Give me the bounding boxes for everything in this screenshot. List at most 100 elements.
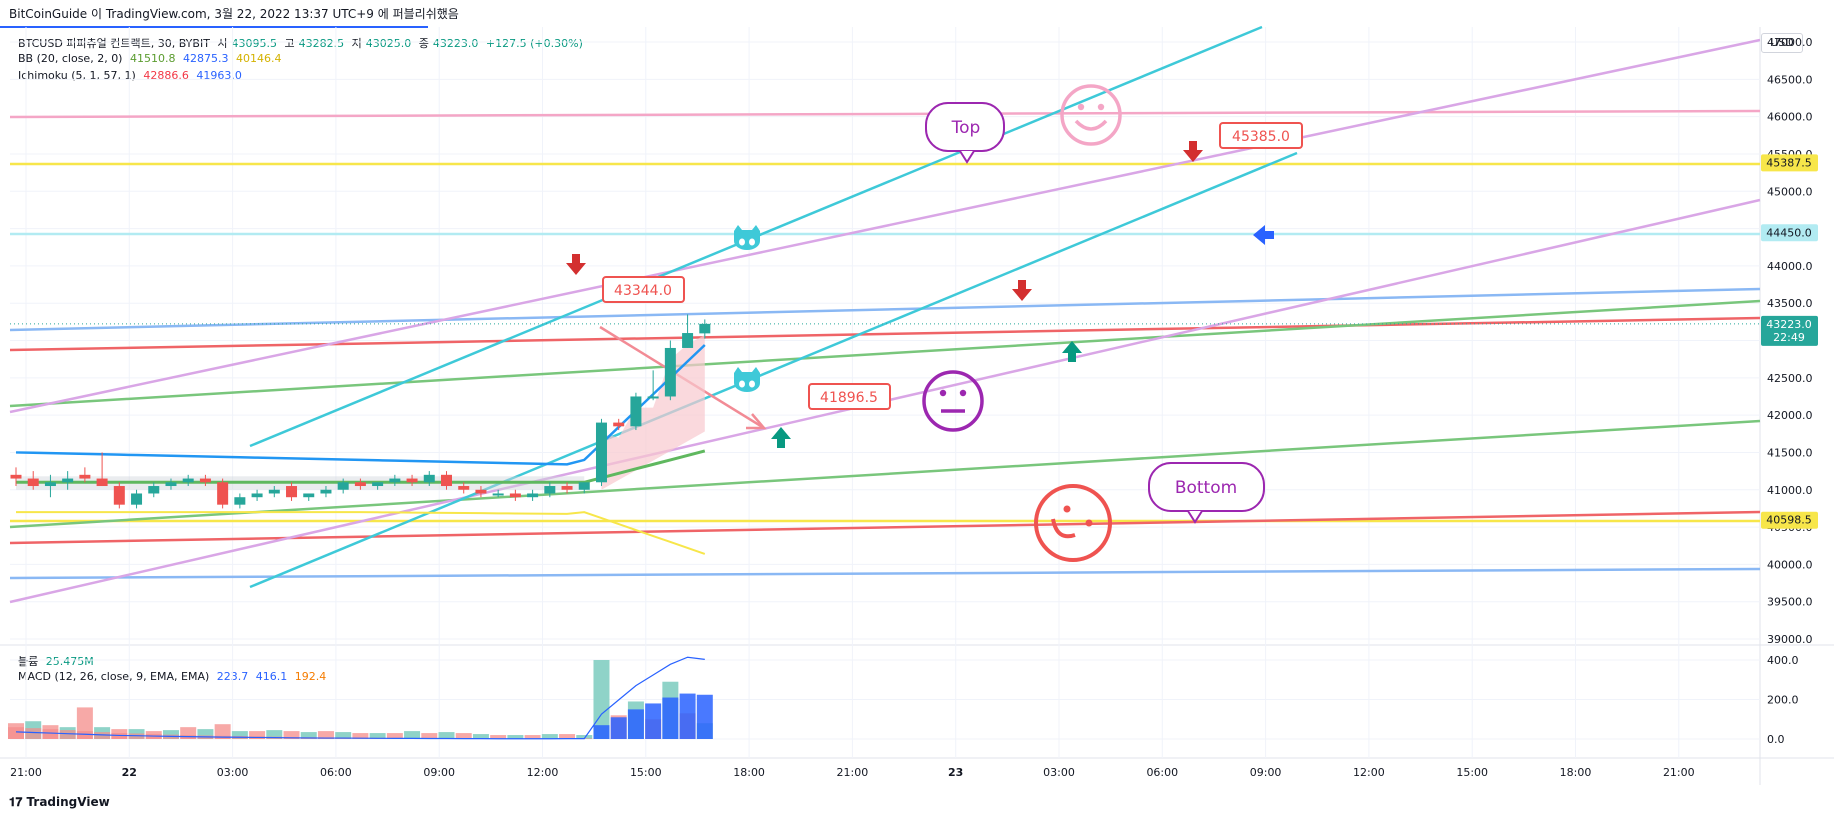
macd-line <box>15 656 705 740</box>
volume-bar <box>524 735 541 739</box>
down-arrow-icon[interactable] <box>566 254 586 275</box>
time-tick-label: 21:00 <box>1663 766 1695 779</box>
macd-hist-bar <box>662 697 679 739</box>
green-trend-line-lower[interactable] <box>9 419 1761 529</box>
volume-tick-label: 0.0 <box>1767 733 1785 746</box>
candlestick-series[interactable] <box>10 314 711 509</box>
tradingview-logo[interactable]: 𝟏𝟕 TradingView <box>9 795 110 810</box>
top-callout[interactable]: Top <box>925 102 1005 164</box>
bottom-callout-bubble <box>1148 462 1265 512</box>
up-arrow-icon[interactable] <box>1062 341 1082 362</box>
blue-trend-line-upper[interactable] <box>9 287 1761 332</box>
price-tag-label: 44450.0 <box>1766 226 1812 239</box>
legend-h-value: 43282.5 <box>298 37 345 50</box>
time-tick-label: 06:00 <box>320 766 352 779</box>
candle-body <box>509 493 521 498</box>
price-label-2-text: 41896.5 <box>820 390 878 406</box>
down-arrow-icon[interactable] <box>1183 141 1203 162</box>
macd-hist-bar <box>593 725 610 739</box>
volume-bar <box>472 734 489 739</box>
price-tag-box <box>1761 154 1818 172</box>
candle-body <box>372 482 384 487</box>
volume-bar <box>386 733 403 739</box>
volume-bar <box>421 733 438 739</box>
candle-body <box>682 333 694 348</box>
price-label-1[interactable]: 43344.0 <box>602 276 685 303</box>
price-tag-box <box>1761 315 1818 346</box>
volume-bar <box>490 735 507 739</box>
sad-face-icon[interactable] <box>1034 484 1112 562</box>
legend-ichimoku-b: 41963.0 <box>196 69 242 82</box>
red-trend-line-lower[interactable] <box>9 510 1761 545</box>
price-tick-label: 41000.0 <box>1767 484 1813 497</box>
tradingview-logo-icon: 𝟏𝟕 <box>9 795 23 809</box>
bb-upper-line <box>15 344 706 466</box>
chart-drawings[interactable] <box>9 25 1761 604</box>
time-tick-label: 12:00 <box>527 766 559 779</box>
left-arrow-icon[interactable] <box>1253 225 1274 245</box>
legend-bb-label[interactable]: BB (20, close, 2, 0) <box>18 52 123 65</box>
volume-bar <box>231 731 248 739</box>
happy-face-icon[interactable] <box>1060 84 1122 146</box>
cat-face-icon[interactable] <box>734 225 760 250</box>
top-callout-tail <box>959 150 975 164</box>
cyan-channel-lower[interactable] <box>249 151 1298 589</box>
time-axis[interactable]: 21:00 22 03:00 06:00 09:00 12:00 15:00 18:00 21:… <box>10 766 1695 779</box>
volume-bar <box>335 732 352 739</box>
candle-body <box>182 478 194 483</box>
price-axis[interactable]: 39000.039500.040000.040500.041000.041500… <box>1767 36 1813 746</box>
candle-body <box>113 486 125 505</box>
candle-body <box>303 493 315 498</box>
price-tick-label: 42000.0 <box>1767 409 1813 422</box>
price-label-2[interactable]: 41896.5 <box>808 383 891 410</box>
ichimoku-cloud-area <box>601 335 705 490</box>
candle-body <box>148 486 160 494</box>
legend-ichimoku-row[interactable]: Ichimoku (5, 1, 57, 1) 42886.6 41963.0 <box>18 69 246 82</box>
volume-bar <box>317 731 334 739</box>
currency-button[interactable]: USD <box>1761 33 1803 53</box>
legend-c-value: 43223.0 <box>432 37 479 50</box>
price-tick-label: 44000.0 <box>1767 260 1813 273</box>
legend-bb-row[interactable]: BB (20, close, 2, 0) 41510.8 42875.3 401… <box>18 52 285 65</box>
lavender-channel-upper[interactable] <box>9 38 1761 414</box>
candle-body <box>354 482 366 487</box>
volume-bar <box>180 727 197 739</box>
legend-volume-row[interactable]: 볼륨 25.475M <box>18 653 98 669</box>
legend-macd-label[interactable]: MACD (12, 26, close, 9, EMA, EMA) <box>18 670 210 683</box>
volume-bar <box>266 730 283 739</box>
candle-body <box>199 478 211 483</box>
price-tick-label: 47000.0 <box>1767 36 1813 49</box>
legend-volume-label[interactable]: 볼륨 <box>18 655 39 668</box>
candle-body <box>389 478 401 483</box>
time-tick-label: 18:00 <box>1560 766 1592 779</box>
candle-body <box>664 347 676 397</box>
legend-l-value: 43025.0 <box>365 37 412 50</box>
pink-horizontal-line[interactable] <box>9 109 1761 119</box>
candle-body <box>527 493 539 498</box>
legend-macd-line: 416.1 <box>255 670 288 683</box>
candle-body <box>578 482 590 490</box>
legend-ichimoku-a: 42886.6 <box>143 69 189 82</box>
legend-symbol[interactable]: BTCUSD 퍼피츄얼 컨트랙트, 30, BYBIT <box>18 37 210 50</box>
red-trend-line-upper[interactable] <box>9 316 1761 352</box>
down-arrow-icon[interactable] <box>1012 280 1032 301</box>
price-label-3[interactable]: 45385.0 <box>1219 122 1303 149</box>
candle-body <box>234 497 246 505</box>
candle-body <box>268 489 280 494</box>
legend-bb-basis: 41510.8 <box>129 52 176 65</box>
green-trend-line-upper[interactable] <box>9 299 1761 408</box>
bb-lower-line <box>16 511 706 555</box>
up-arrow-icon[interactable] <box>771 427 791 448</box>
macd-hist-bar <box>645 703 662 739</box>
blue-trend-line-lower[interactable] <box>9 567 1761 580</box>
price-label-3-text: 45385.0 <box>1232 129 1290 145</box>
volume-bar <box>576 735 593 739</box>
volume-tick-label: 200.0 <box>1767 694 1799 707</box>
legend-symbol-row[interactable]: BTCUSD 퍼피츄얼 컨트랙트, 30, BYBIT 시 43095.5 고 43… <box>18 35 587 51</box>
bottom-callout[interactable]: Bottom <box>1148 462 1265 524</box>
candle-body <box>27 478 39 487</box>
legend-ichimoku-label[interactable]: Ichimoku (5, 1, 57, 1) <box>18 69 136 82</box>
neutral-face-icon[interactable] <box>922 370 984 432</box>
cat-face-icon[interactable] <box>734 367 760 392</box>
